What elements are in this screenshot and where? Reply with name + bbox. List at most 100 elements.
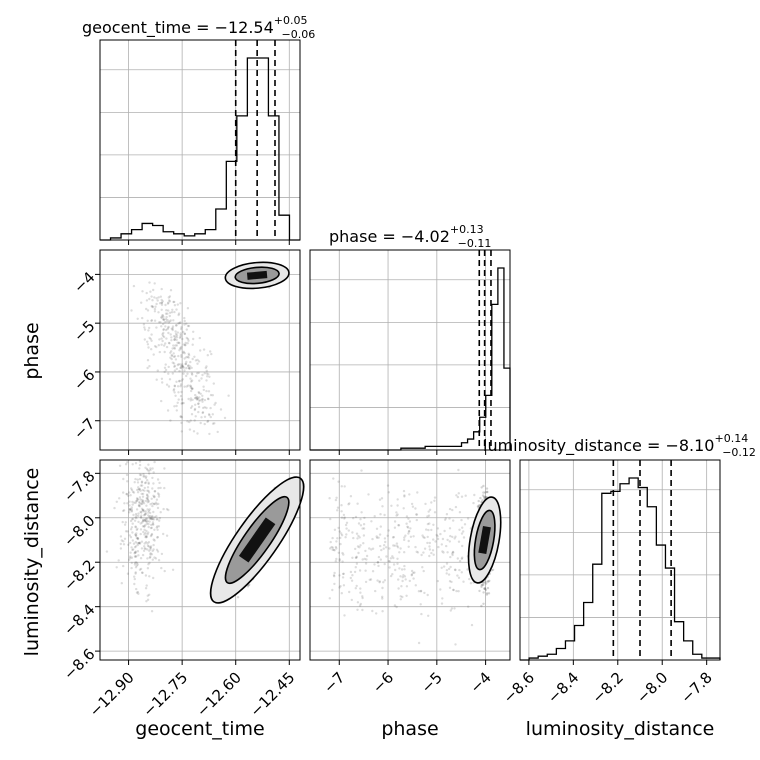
scatter-point [130, 561, 133, 565]
scatter-point [396, 546, 400, 549]
scatter-point [361, 596, 364, 600]
scatter-point [387, 491, 390, 494]
scatter-point [162, 328, 165, 332]
scatter-point [485, 592, 489, 595]
scatter-point [160, 399, 163, 403]
scatter-point [178, 321, 181, 325]
scatter-point [189, 377, 192, 380]
scatter-point [146, 309, 150, 312]
scatter-point [347, 503, 350, 506]
scatter-point [170, 350, 173, 353]
scatter-point [340, 516, 344, 519]
scatter-point [336, 506, 340, 509]
scatter-point [139, 473, 143, 477]
scatter-point [207, 390, 211, 393]
scatter-point [189, 360, 192, 364]
scatter-point [182, 343, 186, 346]
scatter-point [181, 363, 184, 366]
scatter-point [161, 318, 165, 321]
scatter-point [381, 586, 384, 590]
scatter-point [135, 497, 139, 500]
scatter-point [450, 607, 454, 610]
scatter-point [483, 495, 486, 498]
scatter-point [129, 536, 133, 539]
scatter-point [368, 547, 371, 550]
scatter-point [170, 357, 173, 361]
scatter-point [448, 507, 452, 511]
scatter-point [194, 359, 198, 362]
panel-frame [309, 249, 511, 451]
scatter-point [143, 486, 146, 490]
scatter-point [172, 355, 176, 359]
scatter-point [403, 575, 407, 578]
scatter-point [380, 548, 383, 552]
scatter-point [469, 582, 473, 585]
scatter-point [157, 559, 161, 562]
scatter-point [153, 556, 156, 559]
scatter-point [146, 544, 150, 547]
scatter-point [130, 556, 134, 559]
scatter-point [146, 594, 149, 597]
scatter-point [152, 353, 155, 356]
scatter-point [122, 509, 125, 513]
scatter-point [185, 322, 188, 325]
scatter-point [149, 552, 152, 555]
scatter-point [457, 590, 460, 593]
scatter-point [180, 402, 183, 405]
scatter-point [137, 504, 141, 507]
scatter-point [174, 344, 177, 347]
scatter-point [476, 505, 480, 508]
scatter-point [173, 310, 176, 314]
scatter-point [355, 555, 358, 558]
scatter-point [202, 385, 205, 388]
scatter-point [482, 484, 485, 488]
scatter-point [150, 533, 153, 537]
scatter-point [419, 590, 422, 593]
scatter-point [170, 327, 173, 330]
scatter-point [136, 498, 140, 501]
scatter-point [147, 514, 150, 517]
scatter-point [163, 366, 167, 369]
scatter-point [136, 537, 139, 540]
scatter-point [158, 519, 161, 522]
scatter-point [334, 560, 337, 563]
scatter-point [123, 502, 126, 505]
scatter-point [151, 549, 154, 553]
scatter-point [171, 328, 174, 332]
scatter-point [153, 345, 157, 348]
title-luminosity-distance-main: luminosity_distance = −8.10 [483, 436, 714, 456]
scatter-point [427, 514, 431, 517]
scatter-point [427, 614, 430, 617]
scatter-point [144, 574, 148, 577]
scatter-point [388, 560, 391, 563]
scatter-point [175, 308, 178, 311]
scatter-point [190, 405, 194, 408]
scatter-point [407, 532, 410, 535]
scatter-point [336, 509, 339, 512]
scatter-point [334, 545, 338, 549]
scatter-point [458, 511, 462, 514]
scatter-point [328, 497, 331, 500]
scatter-point [172, 389, 175, 392]
scatter-point [223, 416, 227, 420]
scatter-point [132, 542, 136, 545]
scatter-point [134, 534, 138, 538]
scatter-point [406, 526, 410, 529]
scatter-point [128, 500, 131, 503]
scatter-point [146, 567, 150, 570]
scatter-point [456, 557, 459, 560]
scatter-point [344, 523, 348, 527]
scatter-point [132, 548, 135, 551]
scatter-point [173, 346, 176, 350]
scatter-point [185, 366, 188, 370]
scatter-point [462, 580, 465, 583]
scatter-point [182, 350, 185, 353]
scatter-point [141, 508, 145, 512]
scatter-point [202, 388, 205, 392]
scatter-point [342, 553, 345, 556]
title-geocent-time-main: geocent_time = −12.54 [82, 18, 274, 38]
scatter-point [404, 534, 407, 537]
scatter-point [354, 547, 357, 551]
y-tick-label: −5 [70, 317, 98, 345]
scatter-point [145, 504, 148, 507]
